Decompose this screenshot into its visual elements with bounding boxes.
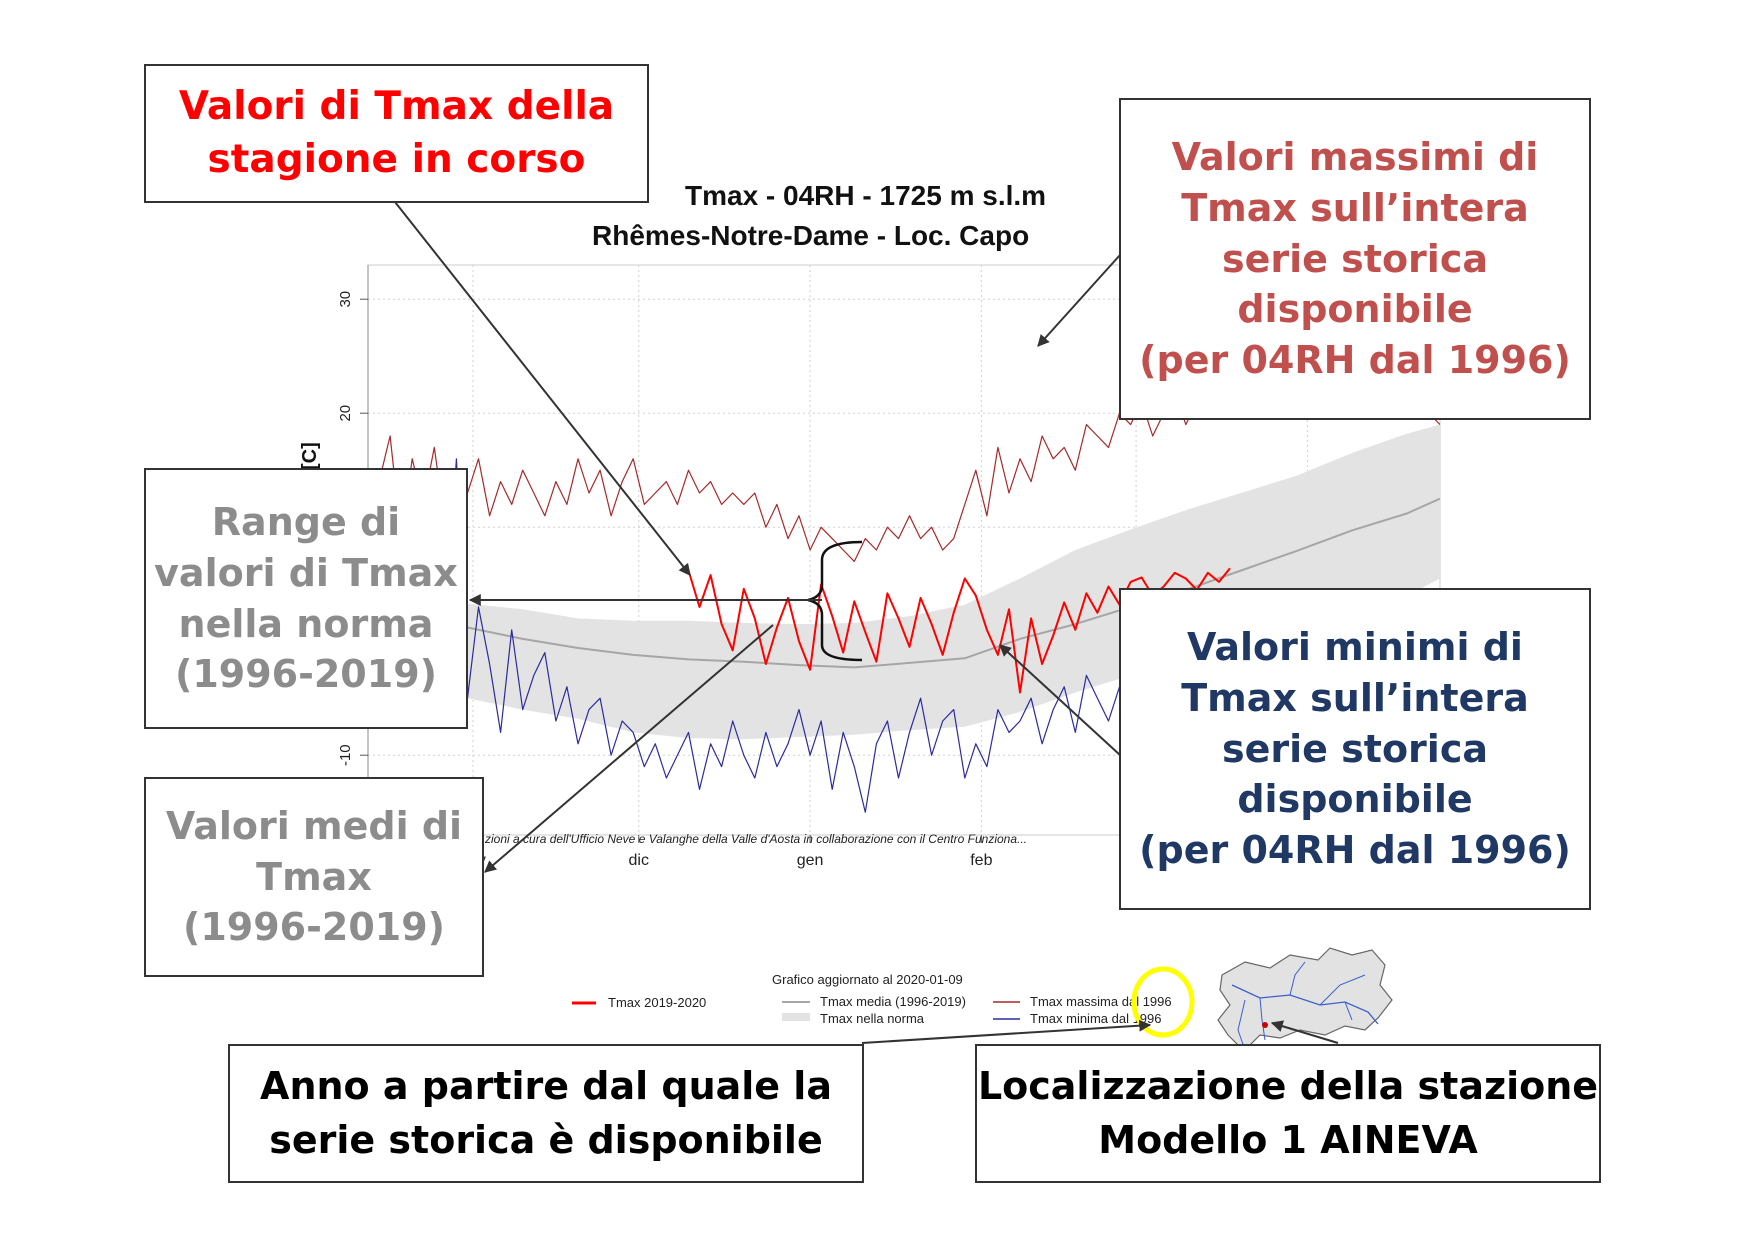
annotation-arrows [394,201,1339,1044]
range-band [412,424,1440,740]
annotation-current-season: Valori di Tmax della stagione in corso [144,64,649,203]
annotation-normal-range: Range di valori di Tmax nella norma (199… [144,468,468,729]
month-label-gen: gen [797,852,824,869]
legend-range: Tmax nella norma [820,1011,925,1026]
arrow-location [1270,1020,1339,1044]
arrow-current [394,201,691,576]
legend-range-swatch [782,1013,810,1021]
y-axis-label: [C] [299,442,321,470]
annotation-start-year: Anno a partire dal quale la serie storic… [228,1044,864,1183]
series-range-band [412,424,1440,740]
river-branch-4 [1344,1001,1353,1021]
arrow-min [999,644,1121,756]
y-tick-label: 20 [337,405,354,422]
river-branch-5 [1237,999,1246,1051]
arrow-max [1037,254,1121,347]
legend-current: Tmax 2019-2020 [608,995,706,1010]
chart-title: Tmax - 04RH - 1725 m s.l.m [685,180,1046,211]
arrow-year [861,1019,1152,1044]
river-branch-2 [1319,974,1366,1006]
annotation-mean-values: Valori medi di Tmax (1996-2019) [144,777,484,977]
y-tick-label: -10 [337,744,354,766]
year-highlight-circle [1131,966,1195,1038]
annotation-max-values: Valori massimi di Tmax sull’intera serie… [1119,98,1591,420]
river-branch-1 [1289,961,1306,996]
river-branch-3 [1259,997,1266,1041]
series-mean-line [384,497,1440,669]
update-note: Grafico aggiornato al 2020-01-09 [772,972,963,987]
series-current-line [687,567,1231,694]
legend-min: Tmax minima dal 1996 [1030,1011,1162,1026]
month-label-dic: dic [629,852,649,869]
chart-subtitle: Rhêmes-Notre-Dame - Loc. Capo [592,220,1029,251]
annotation-station-location: Localizzazione della stazione Modello 1 … [975,1044,1601,1183]
region-shape [1217,947,1393,1063]
legend-max: Tmax massima dal 1996 [1030,994,1172,1009]
station-marker [1262,1022,1268,1028]
month-label-feb: feb [970,852,992,869]
legend-mean: Tmax media (1996-2019) [820,994,966,1009]
y-tick-label: 30 [337,291,354,308]
series-lines [370,332,1440,813]
arrow-mean [484,624,774,873]
annotation-min-values: Valori minimi di Tmax sull’intera serie … [1119,588,1591,910]
credit-note: ...zioni a cura dell'Ufficio Neve e Vala… [475,832,1027,846]
station-map [1217,947,1393,1063]
legend: Grafico aggiornato al 2020-01-09 Tmax 20… [572,972,1172,1026]
